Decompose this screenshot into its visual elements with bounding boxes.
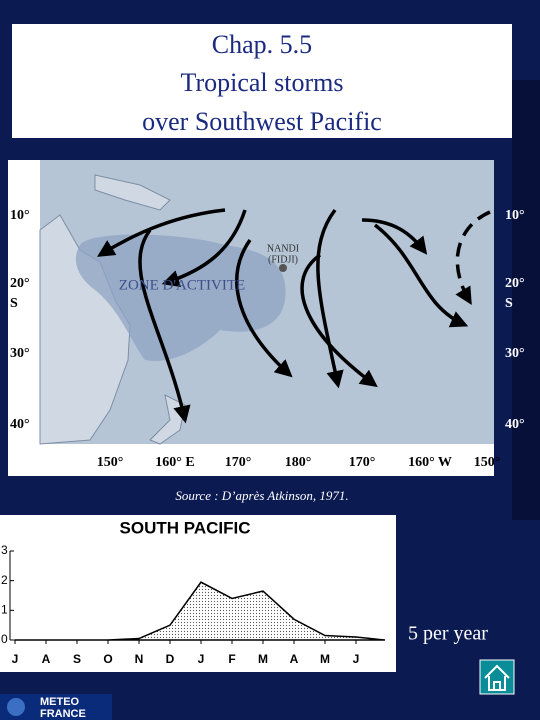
title-line: Chap. 5.5: [212, 30, 312, 59]
x-tick-label: J: [12, 652, 19, 666]
lon-label: 170°: [349, 455, 376, 470]
x-tick-label: O: [103, 652, 112, 666]
lat-label: 20°: [505, 276, 525, 291]
lat-label: 10°: [505, 208, 525, 223]
title-box: [12, 24, 512, 138]
lat-label: 20°: [10, 276, 30, 291]
lat-label: 10°: [10, 208, 30, 223]
logo-mark: [7, 698, 25, 716]
x-tick-label: J: [353, 652, 360, 666]
track: [455, 210, 491, 306]
lat-label: 40°: [505, 417, 525, 432]
track: [235, 238, 293, 378]
y-tick-label: 0: [1, 632, 8, 646]
track: [373, 223, 469, 328]
track: [97, 208, 226, 257]
area: [15, 581, 386, 641]
logo-text: FRANCE: [40, 708, 86, 720]
logo-text: METEO: [40, 696, 80, 708]
lat-label: 30°: [505, 346, 525, 361]
x-tick-label: J: [198, 652, 205, 666]
hemisphere: S: [505, 296, 513, 311]
x-tick-label: A: [42, 652, 51, 666]
x-tick-label: F: [228, 652, 235, 666]
x-tick-label: S: [73, 652, 81, 666]
y-tick-label: 1: [1, 603, 8, 617]
hemisphere: S: [10, 296, 18, 311]
track: [300, 253, 378, 388]
lat-label: 40°: [10, 417, 30, 432]
title-line: over Southwest Pacific: [142, 107, 382, 136]
x-tick-label: N: [135, 652, 144, 666]
zone-label: ZONE D'ACTIVITE: [119, 277, 245, 293]
side-strip: [512, 80, 540, 520]
annotation: 5 per year: [408, 623, 488, 645]
lon-label: 160° E: [155, 455, 194, 470]
x-tick-label: A: [290, 652, 299, 666]
station-country: (FIDJI): [268, 254, 298, 265]
source: Source : D’après Atkinson, 1971.: [175, 488, 348, 503]
new-guinea: [94, 174, 171, 211]
x-tick-label: M: [258, 652, 268, 666]
home-button[interactable]: [479, 659, 515, 695]
station-dot: [279, 264, 287, 272]
lat-label: 30°: [10, 346, 30, 361]
chart: SOUTH PACIFIC 0 1 2 3 J A S O N D J F M A M J: [1, 518, 386, 666]
station: NANDI: [267, 243, 299, 254]
map: NANDI (FIDJI) ZONE D'ACTIVITE 10° 20° S …: [8, 160, 525, 476]
lon-label: 170°: [225, 455, 252, 470]
track: [138, 228, 191, 424]
chart-title: SOUTH PACIFIC: [120, 518, 251, 537]
track: [316, 208, 344, 389]
lon-label: 180°: [285, 455, 312, 470]
lon-label: 150°: [474, 455, 501, 470]
track: [161, 209, 247, 287]
lon-label: 160° W: [408, 455, 452, 470]
lon-label: 150°: [97, 455, 124, 470]
x-tick-label: D: [166, 652, 175, 666]
y-tick-label: 2: [1, 573, 8, 587]
x-tick-label: M: [320, 652, 330, 666]
title-line: Tropical storms: [181, 68, 344, 97]
track: [361, 218, 428, 255]
activity-zone: [75, 234, 286, 361]
y-tick-label: 3: [1, 543, 8, 557]
home-glyph[interactable]: [484, 664, 510, 691]
